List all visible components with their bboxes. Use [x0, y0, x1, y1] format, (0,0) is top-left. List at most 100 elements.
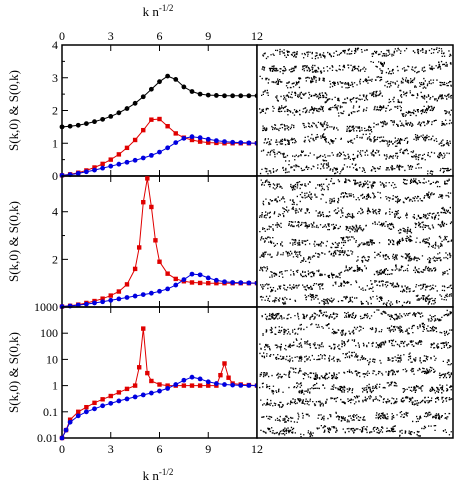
- x-tick-label: 9: [205, 442, 211, 456]
- data-point: [140, 155, 146, 161]
- data-point: [165, 383, 170, 388]
- y-tick-label: 4: [52, 38, 58, 52]
- data-point: [189, 271, 195, 277]
- snapshot-frame: [256, 44, 454, 177]
- data-point: [181, 84, 187, 90]
- y-tick-label: 1000: [34, 300, 58, 314]
- data-point: [213, 277, 219, 283]
- data-point: [141, 200, 146, 205]
- data-point: [230, 382, 236, 388]
- data-point: [145, 176, 150, 181]
- top-axis-ticks: 0 3 6 9 12: [59, 29, 263, 43]
- data-point: [116, 110, 122, 116]
- particle-points: [259, 309, 453, 438]
- data-point: [141, 127, 146, 133]
- snapshot-panels: [256, 44, 454, 439]
- data-point: [132, 137, 138, 143]
- data-point: [173, 140, 179, 145]
- x-tick-label: 3: [108, 442, 114, 456]
- data-point: [157, 382, 162, 387]
- data-point: [181, 383, 187, 388]
- data-point: [173, 276, 178, 282]
- data-point: [116, 398, 122, 404]
- x-tick-label: 12: [251, 442, 263, 456]
- data-point: [67, 417, 73, 422]
- data-point: [238, 140, 244, 145]
- data-point: [83, 301, 89, 307]
- snapshot-bottom: [256, 306, 454, 439]
- data-point: [222, 139, 227, 145]
- series-line: [61, 118, 257, 176]
- data-point: [67, 419, 73, 425]
- data-point: [222, 361, 227, 366]
- data-point: [189, 137, 195, 143]
- plot-frame: [61, 44, 258, 177]
- y-tick-label: 1: [52, 379, 58, 393]
- data-point: [238, 93, 244, 99]
- y-axis-label: S(k,0) & S(0,k): [6, 332, 21, 413]
- data-point: [76, 409, 81, 414]
- data-point: [59, 435, 65, 441]
- y-tick-label: 2: [52, 104, 58, 118]
- series-2: [59, 116, 260, 178]
- data-point: [165, 145, 171, 151]
- data-point: [213, 381, 219, 386]
- data-point: [246, 93, 252, 99]
- data-point: [140, 94, 146, 100]
- data-point: [222, 382, 227, 387]
- data-point: [181, 277, 187, 283]
- data-point: [165, 124, 170, 129]
- particle-points: [259, 47, 453, 175]
- plot-frame: [61, 306, 258, 439]
- data-point: [92, 119, 97, 125]
- data-point: [206, 140, 211, 145]
- data-point: [108, 163, 114, 169]
- data-point: [157, 79, 162, 85]
- data-point: [222, 279, 227, 285]
- data-point: [136, 245, 142, 250]
- data-point: [189, 134, 195, 140]
- y-tick-label: 0.1: [43, 405, 58, 419]
- y-axis-label: S(k,0) & S(0,k): [6, 201, 21, 282]
- data-point: [92, 165, 97, 170]
- particle-points: [259, 178, 453, 307]
- data-point: [140, 292, 146, 298]
- top-tick-label: 9: [205, 29, 211, 43]
- series-line: [61, 178, 257, 307]
- chart-panel-3: 0.01 0.1 1 10 100 1000 0 3 6 9 12 S(k,0) & S(0,k): [6, 300, 263, 456]
- data-point: [189, 374, 195, 380]
- data-point: [108, 293, 113, 298]
- data-point: [100, 296, 105, 301]
- data-point: [246, 383, 252, 388]
- data-point: [141, 326, 146, 331]
- data-point: [92, 406, 97, 412]
- top-tick-label: 0: [59, 29, 65, 43]
- series-1: [59, 326, 260, 441]
- data-point: [84, 404, 89, 410]
- data-point: [108, 400, 114, 406]
- data-point: [124, 159, 130, 165]
- data-point: [197, 135, 203, 141]
- data-point: [165, 286, 171, 292]
- data-point: [157, 388, 162, 394]
- data-point: [189, 280, 195, 285]
- data-point: [246, 280, 252, 286]
- data-point: [197, 139, 203, 144]
- data-point: [116, 152, 122, 157]
- data-point: [124, 295, 130, 300]
- data-point: [100, 299, 106, 305]
- x-tick-label: 6: [157, 442, 163, 456]
- data-point: [132, 293, 138, 299]
- data-point: [148, 390, 154, 396]
- data-point: [205, 379, 211, 385]
- data-point: [148, 86, 154, 92]
- data-point: [197, 91, 203, 97]
- data-point: [124, 106, 130, 111]
- data-point: [108, 157, 113, 162]
- data-point: [238, 280, 244, 286]
- series-3: [59, 134, 260, 178]
- x-tick-label: 0: [59, 442, 65, 456]
- data-point: [116, 161, 122, 167]
- data-point: [92, 400, 97, 406]
